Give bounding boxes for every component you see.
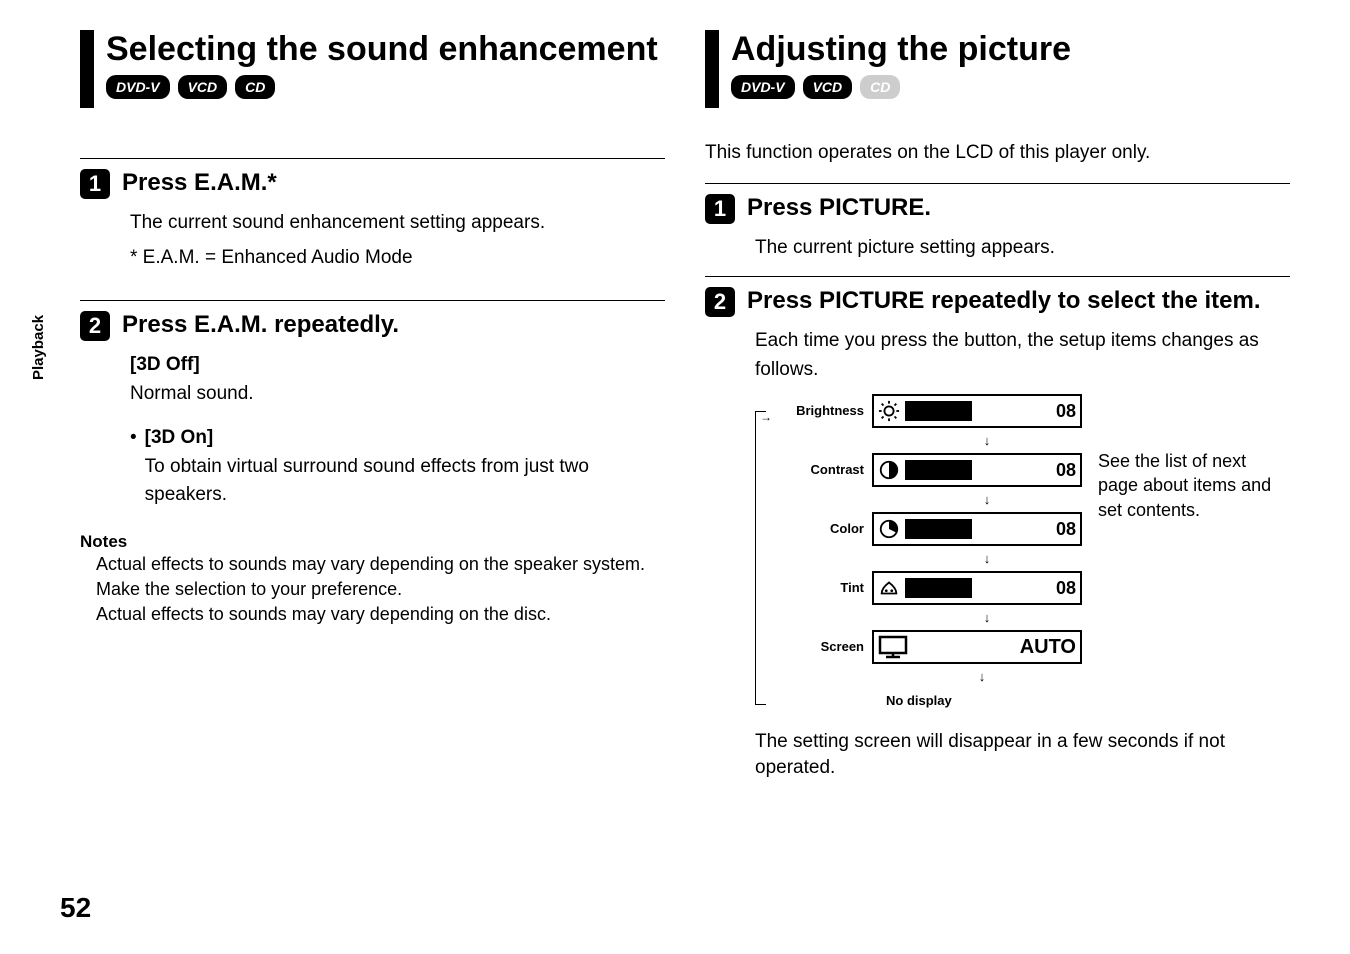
bullet-icon: • — [130, 424, 137, 510]
step-1: 1 Press PICTURE. The current picture set… — [705, 183, 1290, 263]
brightness-icon — [878, 400, 900, 422]
no-display-label: No display — [886, 691, 1082, 711]
intro-text: This function operates on the LCD of thi… — [705, 140, 1290, 167]
option-title: [3D On] — [145, 424, 665, 453]
screen-icon — [878, 635, 908, 659]
setting-value: 08 — [1048, 457, 1076, 484]
left-column: Selecting the sound enhancement DVD-V VC… — [80, 30, 665, 782]
option-title: [3D Off] — [130, 351, 665, 380]
step-number-badge: 1 — [705, 194, 735, 224]
media-badges: DVD-V VCD CD — [731, 75, 1071, 99]
section-accent-bar — [80, 30, 94, 108]
setting-value: 08 — [1048, 516, 1076, 543]
setting-row-screen: Screen AUTO — [782, 630, 1082, 664]
setting-label: Brightness — [782, 401, 864, 421]
step-title: Press E.A.M.* — [122, 169, 277, 198]
section-title: Adjusting the picture — [731, 30, 1071, 69]
arrow-down-icon: ↓ — [892, 434, 1082, 447]
contrast-icon — [878, 459, 900, 481]
section-title: Selecting the sound enhancement — [106, 30, 658, 69]
step-2: 2 Press E.A.M. repeatedly. [3D Off] Norm… — [80, 300, 665, 510]
badge-dvdv: DVD-V — [106, 75, 170, 99]
after-text: The setting screen will disappear in a f… — [755, 729, 1290, 782]
setting-row-brightness: Brightness 08 — [782, 394, 1082, 428]
arrow-down-icon: ↓ — [892, 552, 1082, 565]
arrow-down-icon: ↓ — [892, 493, 1082, 506]
setting-box: 08 — [872, 571, 1082, 605]
setting-box: 08 — [872, 394, 1082, 428]
badge-dvdv: DVD-V — [731, 75, 795, 99]
setting-label: Tint — [782, 578, 864, 598]
setting-bar — [905, 460, 972, 480]
setting-box: 08 — [872, 512, 1082, 546]
arrow-right-icon: → — [760, 408, 772, 426]
setting-box: AUTO — [872, 630, 1082, 664]
arrow-down-icon: ↓ — [892, 611, 1082, 624]
setting-bar — [905, 401, 972, 421]
setting-label: Contrast — [782, 460, 864, 480]
step-2: 2 Press PICTURE repeatedly to select the… — [705, 276, 1290, 782]
manual-page: Playback Selecting the sound enhancement… — [0, 0, 1350, 954]
step-text: The current sound enhancement setting ap… — [130, 209, 665, 238]
notes-heading: Notes — [80, 532, 665, 552]
step-number-badge: 1 — [80, 169, 110, 199]
setting-row-color: Color 08 — [782, 512, 1082, 546]
setting-bar — [905, 578, 972, 598]
right-column: Adjusting the picture DVD-V VCD CD This … — [705, 30, 1290, 782]
media-badges: DVD-V VCD CD — [106, 75, 658, 99]
setting-label: Screen — [782, 637, 864, 657]
step-text: Each time you press the button, the setu… — [755, 327, 1290, 384]
tint-icon — [878, 577, 900, 599]
section-accent-bar — [705, 30, 719, 108]
section-heading-right: Adjusting the picture DVD-V VCD CD — [705, 30, 1290, 108]
side-category-label: Playback — [30, 315, 47, 380]
step-1: 1 Press E.A.M.* The current sound enhanc… — [80, 158, 665, 272]
settings-list: Brightness 08 ↓ Contrast — [782, 394, 1082, 711]
setting-value: 08 — [1048, 398, 1076, 425]
side-note: See the list of next page about items an… — [1098, 449, 1288, 522]
page-number: 52 — [60, 892, 91, 924]
arrow-down-icon: ↓ — [882, 670, 1082, 683]
step-title: Press E.A.M. repeatedly. — [122, 311, 399, 340]
setting-label: Color — [782, 519, 864, 539]
option-desc: To obtain virtual surround sound effects… — [145, 453, 665, 510]
setting-value: AUTO — [913, 632, 1076, 662]
option-desc: Normal sound. — [130, 380, 665, 409]
badge-vcd: VCD — [178, 75, 228, 99]
color-icon — [878, 518, 900, 540]
step-footnote: * E.A.M. = Enhanced Audio Mode — [130, 244, 665, 273]
section-heading-left: Selecting the sound enhancement DVD-V VC… — [80, 30, 665, 108]
setting-row-contrast: Contrast 08 — [782, 453, 1082, 487]
badge-vcd: VCD — [803, 75, 853, 99]
step-number-badge: 2 — [705, 287, 735, 317]
note-text: Actual effects to sounds may vary depend… — [96, 602, 665, 627]
step-number-badge: 2 — [80, 311, 110, 341]
badge-cd-disabled: CD — [860, 75, 900, 99]
setting-bar — [905, 519, 972, 539]
step-title: Press PICTURE repeatedly to select the i… — [747, 287, 1261, 316]
step-text: The current picture setting appears. — [755, 234, 1290, 263]
setting-box: 08 — [872, 453, 1082, 487]
setting-value: 08 — [1048, 575, 1076, 602]
setting-row-tint: Tint 08 — [782, 571, 1082, 605]
note-text: Actual effects to sounds may vary depend… — [96, 552, 665, 602]
notes-body: Actual effects to sounds may vary depend… — [96, 552, 665, 628]
badge-cd: CD — [235, 75, 275, 99]
flow-loop-line: → — [755, 411, 766, 705]
step-title: Press PICTURE. — [747, 194, 931, 223]
